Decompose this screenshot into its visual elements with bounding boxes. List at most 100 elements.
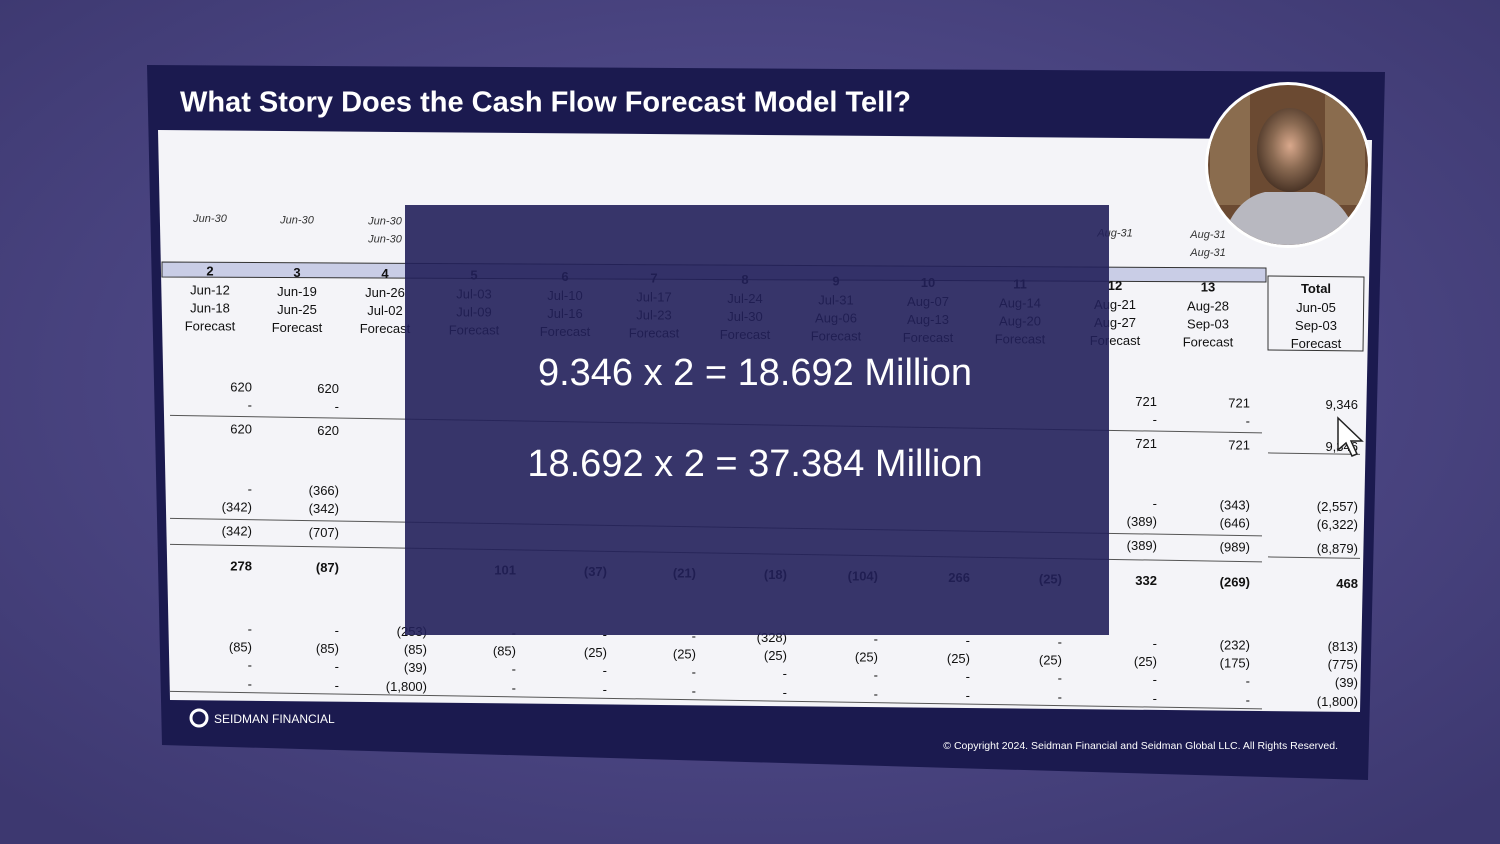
period-label: Sep-03 (1295, 318, 1337, 333)
cell: (25) (1134, 654, 1157, 669)
period-label: Jun-25 (277, 302, 317, 317)
cell: 620 (317, 423, 339, 438)
cell: - (1153, 636, 1157, 651)
cursor (1337, 416, 1364, 457)
cell: - (874, 686, 878, 701)
cell: 620 (230, 421, 252, 436)
cell: - (966, 633, 970, 648)
overlay (405, 205, 1109, 635)
cell: (85) (229, 639, 252, 654)
cell: (775) (1328, 657, 1358, 672)
cell: - (248, 397, 252, 412)
cell: - (248, 621, 252, 636)
slide-title: What Story Does the Cash Flow Forecast M… (180, 87, 911, 119)
cell: - (1246, 413, 1250, 428)
cell: (25) (1039, 652, 1062, 667)
cell: (85) (404, 642, 427, 657)
cell: (39) (1335, 675, 1358, 690)
cell: - (335, 623, 339, 638)
date-label: Jun-30 (279, 214, 315, 226)
cell: (2,557) (1317, 499, 1358, 514)
row-rule (169, 690, 1263, 710)
cell: - (1153, 412, 1157, 427)
cell: (87) (316, 560, 339, 575)
period-label: Forecast (272, 320, 323, 335)
cell: (707) (309, 525, 339, 540)
cell: (389) (1127, 514, 1157, 529)
presenter-video (1205, 82, 1371, 248)
cell: (232) (1220, 637, 1250, 652)
cell: (39) (404, 660, 427, 675)
cell: - (692, 665, 696, 680)
cell: (342) (222, 499, 252, 514)
date-label: Aug-31 (1189, 229, 1225, 241)
cell: - (966, 688, 970, 703)
cell: - (1246, 692, 1250, 707)
cell: - (512, 681, 516, 696)
cell: (25) (855, 649, 878, 664)
cell: (269) (1220, 574, 1250, 589)
cell: (1,800) (1317, 694, 1358, 709)
cell: - (1058, 689, 1062, 704)
cell: 721 (1135, 436, 1157, 451)
period-label: Jun-18 (190, 300, 230, 315)
cell: - (1058, 634, 1062, 649)
period-label: Jul-02 (367, 303, 402, 318)
cell: - (692, 684, 696, 699)
equation: 9.346 x 2 = 18.692 Million (538, 352, 972, 394)
column-number: 3 (293, 265, 300, 280)
period-label: Jun-05 (1296, 300, 1336, 315)
cell: (6,322) (1317, 517, 1358, 532)
cell: - (603, 682, 607, 697)
cell: 620 (317, 381, 339, 396)
row-rule (1267, 556, 1361, 559)
cell: - (874, 667, 878, 682)
cell: (389) (1127, 538, 1157, 553)
cell: (366) (309, 483, 339, 498)
cell: - (335, 399, 339, 414)
cell: (85) (493, 644, 516, 659)
cell: - (1153, 672, 1157, 687)
column-number: 12 (1108, 278, 1122, 293)
cell: (989) (1220, 539, 1250, 554)
cell: (342) (309, 501, 339, 516)
cell: - (512, 662, 516, 677)
logo: SEIDMAN FINANCIAL (189, 708, 335, 728)
total-box (1267, 275, 1365, 352)
date-label: Aug-31 (1189, 247, 1225, 259)
cell: - (966, 669, 970, 684)
cell: (343) (1220, 497, 1250, 512)
period-label: Sep-03 (1187, 316, 1229, 331)
cell: - (1153, 691, 1157, 706)
cell: 620 (230, 379, 252, 394)
cell: 468 (1336, 576, 1358, 591)
cell: (175) (1220, 655, 1250, 670)
cell: - (1058, 670, 1062, 685)
cell: 332 (1135, 573, 1157, 588)
logo-text: SEIDMAN FINANCIAL (214, 712, 335, 726)
column-number: 13 (1201, 279, 1215, 294)
period-label: Jun-12 (190, 282, 230, 297)
period-label: Jun-26 (365, 285, 405, 300)
copyright: © Copyright 2024. Seidman Financial and … (943, 740, 1338, 752)
cell: - (248, 676, 252, 691)
date-label: Jun-30 (192, 213, 228, 225)
row-rule (1267, 452, 1361, 455)
cell: - (335, 678, 339, 693)
cell: - (1153, 496, 1157, 511)
cell: 9,346 (1325, 397, 1358, 412)
period-label: Forecast (1183, 334, 1234, 349)
cell: (1,800) (386, 679, 427, 694)
period-label: Forecast (185, 318, 236, 333)
cell: (25) (947, 651, 970, 666)
column-number: Total (1301, 281, 1331, 296)
cell: (25) (673, 647, 696, 662)
cell: - (603, 663, 607, 678)
period-label: Aug-28 (1187, 298, 1229, 313)
date-label: Jun-30 (367, 216, 403, 228)
cell: 721 (1228, 437, 1250, 452)
period-label: Jun-19 (277, 284, 317, 299)
cell: - (874, 631, 878, 646)
